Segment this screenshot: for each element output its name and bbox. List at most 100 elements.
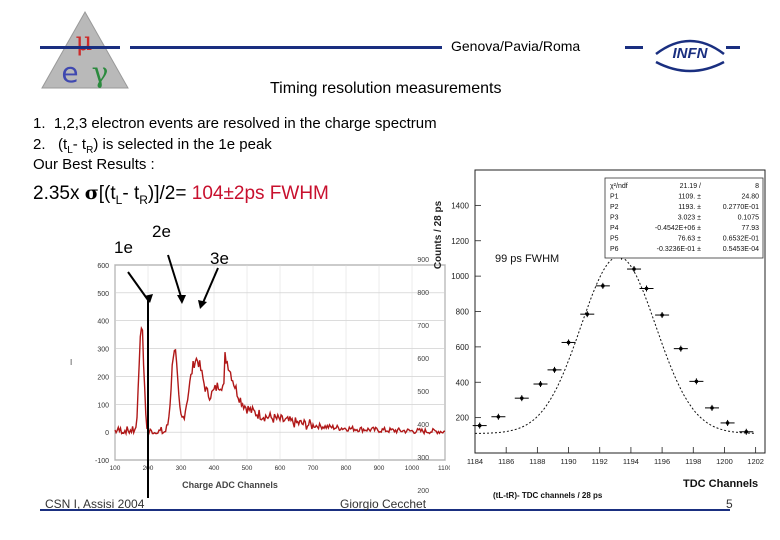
arrow-3e: [201, 267, 219, 306]
tdc-ytick-left-label: 400: [417, 422, 429, 429]
result-sub-l: L: [115, 192, 123, 207]
tdc-stat-value: -0.4542E+06 ±: [655, 225, 701, 232]
tdc-yticks: 1400 1200 1000 800 600 400 200: [451, 201, 481, 423]
tdc-ytick-label: 600: [456, 343, 470, 352]
tdc-xtick-label: 1200: [716, 457, 733, 466]
arrow-3e-head: [198, 300, 207, 309]
tdc-ytick-left-label: 500: [417, 389, 429, 396]
bullet-2-text-a: (t: [58, 136, 68, 153]
tdc-stat-error: 8: [755, 183, 759, 190]
bullet-2-number: 2.: [33, 136, 46, 153]
hist-xlabel: Charge ADC Channels: [182, 480, 278, 490]
tdc-stat-name: P1: [610, 194, 619, 201]
footer-page: 5: [726, 497, 733, 511]
peak-label-2e: 2e: [152, 222, 171, 241]
tdc-stat-error: 0.5453E-04: [723, 246, 759, 253]
tdc-stat-value: 3.023 ±: [678, 215, 701, 222]
tdc-stat-error: 24.80: [741, 194, 759, 201]
tdc-stat-name: P2: [610, 204, 619, 211]
logo-e: e: [61, 56, 78, 89]
footer-center: Giorgio Cecchet: [340, 497, 427, 511]
hist-xticks: 10020030040050060070080090010001100: [110, 465, 450, 472]
tdc-stat-value: 21.19 /: [680, 183, 701, 190]
bullet-2-sub-l: L: [67, 145, 73, 156]
tdc-xtick-label: 1184: [467, 457, 483, 466]
arrow-2e-head: [177, 295, 186, 304]
tdc-xtick-label: 1202: [747, 457, 764, 466]
result-text-c: )]/2=: [147, 183, 192, 204]
tdc-stat-error: 0.1075: [738, 215, 760, 222]
bullet-2: 2. (tL- tR) is selected in the 1e peak: [33, 135, 272, 160]
tdc-ytick-label: 1000: [451, 272, 469, 281]
tdc-point: [538, 382, 543, 386]
tdc-ytick-left-label: 300: [417, 455, 429, 462]
tdc-xticks: 1184 1186 1188 1190 1192 1194 1196 1198 1200 1202: [467, 447, 764, 466]
tdc-point: [496, 414, 501, 419]
tdc-stat-name: P3: [610, 215, 619, 222]
tdc-ytick-label: 1200: [451, 237, 469, 246]
hist-xtick-label: 500: [242, 465, 253, 472]
tdc-ytick-label: 400: [456, 378, 470, 387]
bullet-2-text-c: ) is selected in the 1e peak: [93, 136, 272, 153]
tdc-xlabel-2: (tL-tR)- TDC channels / 28 ps: [493, 491, 603, 500]
tdc-ytick-left-label: 900: [417, 257, 429, 264]
tdc-xtick-label: 1196: [654, 457, 670, 466]
tdc-point: [601, 284, 605, 288]
bullet-2-sub-r: R: [86, 145, 94, 156]
bullet-1: 1. 1,2,3 electron events are resolved in…: [33, 114, 437, 133]
result-value: 104±2ps FWHM: [191, 183, 329, 204]
hist-ytick-label: 600: [97, 263, 109, 270]
tdc-point: [552, 368, 557, 372]
tdc-stats-box: χ²/ndf 21.19 / 8 P1 1109. ± 24.80 P2 1193. ± 0.2…: [604, 177, 764, 259]
tdc-fit-plot: 1400 1200 1000 800 600 400 200 900 800 700 600 500…: [417, 169, 766, 500]
hist-ytick-label: 0: [105, 430, 109, 437]
slide-title: Timing resolution measurements: [270, 80, 502, 97]
tdc-stat-error: 0.2770E-01: [723, 204, 759, 211]
hist-series: [114, 325, 446, 437]
tdc-xtick-label: 1186: [498, 457, 514, 466]
tdc-stat-value: 1109. ±: [678, 194, 701, 201]
tdc-point: [519, 396, 524, 400]
hist-ytick-label: 400: [97, 319, 109, 326]
tdc-points: [472, 253, 754, 435]
result-text-b: - t: [122, 183, 140, 204]
tdc-stats-frame: [604, 177, 764, 259]
tdc-stat-value: 76.63 ±: [678, 236, 701, 243]
logo-gamma: γ: [92, 56, 109, 89]
tdc-xtick-label: 1188: [529, 457, 545, 466]
bullet-2-text-b: - t: [72, 136, 87, 153]
peak-label-1e: 1e: [114, 238, 133, 257]
tdc-point: [694, 379, 699, 384]
result-formula: 2.35x σ[(tL- tR)]/2= 104±2ps FWHM: [33, 182, 329, 207]
tdc-xtick-label: 1198: [685, 457, 701, 466]
hist-yticks: 600 500 400 300 200 100 0 -100: [95, 263, 109, 465]
tdc-stat-value: 1193. ±: [678, 204, 701, 211]
hist-grid: [114, 264, 446, 461]
result-sub-r: R: [139, 192, 148, 207]
tdc-point: [744, 429, 749, 434]
hist-ytick-label: -100: [95, 458, 109, 465]
results-label: Our Best Results :: [33, 156, 155, 173]
tdc-ytick-label: 800: [456, 308, 470, 317]
mu-e-gamma-logo: μ e γ: [41, 10, 129, 89]
result-prefix: 2.35x: [33, 183, 85, 204]
hist-ytick-label: 200: [97, 374, 109, 381]
tdc-stat-value: -0.3236E-01 ±: [657, 246, 701, 253]
hist-xtick-label: 400: [209, 465, 220, 472]
hist-xtick-label: 700: [308, 465, 319, 472]
tdc-ytick-left-label: 600: [417, 356, 429, 363]
tdc-point: [660, 313, 664, 317]
arrow-1e: [127, 271, 149, 301]
peak-label-3e: 3e: [210, 249, 229, 268]
tdc-stat-error: 77.93: [741, 225, 759, 232]
arrow-1e-head: [144, 294, 153, 303]
hist-xtick-label: 600: [275, 465, 286, 472]
tdc-stat-name: P6: [610, 246, 619, 253]
tdc-point: [710, 406, 714, 410]
tdc-fit-curve: [475, 256, 756, 434]
hist-xtick-label: 900: [374, 465, 385, 472]
tdc-point: [566, 340, 571, 345]
header-title: Genova/Pavia/Roma: [451, 38, 581, 54]
footer-left: CSN I, Assisi 2004: [45, 497, 145, 511]
hist-xtick-label: 300: [176, 465, 187, 472]
